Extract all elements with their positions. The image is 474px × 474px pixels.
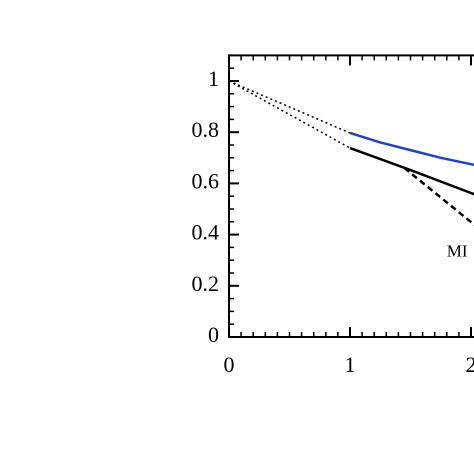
x-tick-label: 2: [466, 352, 474, 377]
plot-area: MI: [229, 80, 474, 260]
y-tick-label: 0.6: [192, 168, 220, 193]
x-tick-label: 0: [224, 352, 235, 377]
y-tick-label: 0.4: [192, 220, 220, 245]
line: [349, 146, 474, 196]
x-tick-label: 1: [345, 352, 356, 377]
y-tick-label: 1: [208, 66, 219, 91]
line: [229, 80, 351, 149]
y-tick-label: 0.8: [192, 117, 220, 142]
line: [349, 131, 474, 166]
axes: 0 1 2 0 0.2 0.4 0.6 0.8 1: [192, 54, 474, 377]
y-tick-label: 0: [208, 322, 219, 347]
annotation: MI: [447, 241, 468, 260]
line: [403, 167, 474, 227]
line: [229, 80, 351, 134]
y-tick-label: 0.2: [192, 271, 220, 296]
